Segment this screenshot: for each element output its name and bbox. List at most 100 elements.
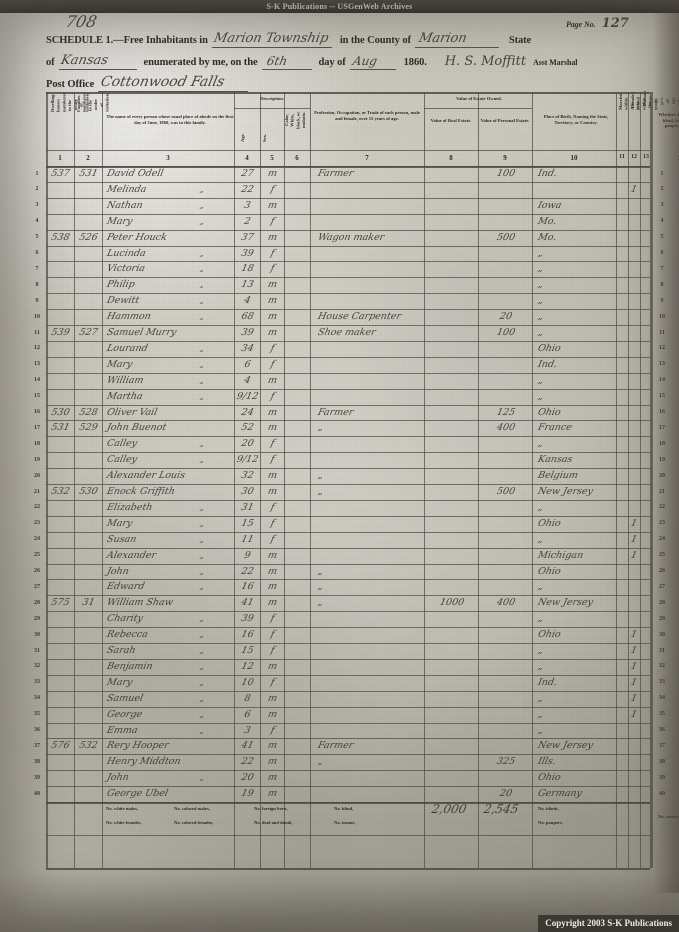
- cell-sex: m: [266, 740, 279, 752]
- cell-name-ditto: „: [199, 502, 207, 512]
- census-table: Dwelling-houses numbered in the order of…: [34, 91, 679, 892]
- cell-sex: m: [266, 581, 279, 593]
- row-number-left: 20: [34, 472, 40, 479]
- row-divider: [46, 404, 650, 406]
- cell-sex: m: [266, 756, 279, 768]
- cell-family-number: 529: [78, 422, 99, 434]
- cell-sex: m: [266, 327, 279, 338]
- day-label: day of: [318, 57, 346, 68]
- cell-sex: m: [266, 279, 279, 291]
- column-divider: [234, 92, 235, 868]
- summary-mid-divider: [46, 835, 650, 836]
- row-divider: [46, 674, 650, 676]
- column-divider: [478, 92, 479, 868]
- cell-age: 39: [240, 247, 255, 259]
- cell-sex: m: [266, 708, 279, 720]
- cell-age: 12: [240, 660, 255, 672]
- cell-birthplace: Mo.: [536, 215, 558, 227]
- cell-age: 13: [240, 279, 255, 291]
- cell-age: 15: [240, 517, 255, 529]
- cell-age: 4: [243, 295, 252, 307]
- cell-dwelling-number: 531: [50, 422, 71, 434]
- row-number-left: 4: [35, 218, 39, 225]
- cell-birthplace: „: [536, 311, 545, 323]
- col-number-6: 6: [295, 154, 299, 162]
- month-value: Aug: [351, 54, 379, 68]
- cell-person-name: Samuel Murry: [105, 327, 178, 338]
- marshal-label: Asst Marshal: [533, 58, 578, 67]
- year-label: 1860.: [403, 57, 427, 68]
- cell-person-name: Charity: [105, 613, 144, 625]
- cell-dwelling-number: 538: [50, 231, 71, 243]
- cell-birthplace: Ind.: [536, 676, 559, 688]
- row-number-left: 22: [34, 504, 40, 511]
- state-value: Kansas: [58, 53, 110, 68]
- cell-age: 31: [240, 501, 255, 513]
- cell-person-name: Samuel: [105, 692, 145, 704]
- cell-age: 4: [243, 374, 252, 386]
- cell-personal-estate: 500: [495, 231, 517, 243]
- cell-birthplace: „: [536, 692, 545, 704]
- cell-sex: f: [269, 247, 276, 259]
- cell-attended-school: 1: [629, 533, 639, 545]
- col-number-10: 10: [570, 154, 578, 162]
- cell-attended-school: 1: [629, 629, 639, 641]
- cell-person-name: Philip: [105, 279, 136, 291]
- row-divider: [46, 181, 650, 183]
- cell-age: 6: [243, 358, 252, 370]
- cell-name-ditto: „: [199, 455, 207, 465]
- of-label: of: [46, 57, 55, 68]
- cell-sex: f: [269, 183, 276, 195]
- column-divider: [424, 92, 425, 868]
- row-divider: [46, 420, 650, 422]
- cell-occupation: „: [316, 597, 325, 609]
- footer-white-females: No. white females,: [106, 820, 142, 825]
- cell-sex: f: [269, 454, 276, 466]
- cell-name-ditto: „: [199, 518, 207, 528]
- col-number-3: 3: [166, 154, 170, 162]
- column-divider: [74, 92, 75, 868]
- cell-birthplace: Ohio: [536, 629, 562, 641]
- col-header-occupation: Profession, Occupation, or Trade of each…: [314, 110, 420, 121]
- row-number-left: 30: [34, 631, 40, 638]
- row-number-left: 6: [35, 250, 39, 256]
- col-number-13: 13: [643, 154, 649, 160]
- cell-age: 9/12: [235, 454, 260, 466]
- row-divider: [46, 722, 650, 724]
- cell-birthplace: „: [536, 374, 545, 386]
- cell-birthplace: Ohio: [536, 565, 562, 577]
- row-number-left: 38: [34, 758, 40, 765]
- row-divider: [46, 706, 650, 708]
- cell-attended-school: 1: [629, 676, 639, 688]
- table-bottom-border: [46, 868, 650, 870]
- stamp-number: 708: [63, 12, 99, 31]
- cell-occupation: Farmer: [316, 740, 355, 752]
- cell-attended-school: 1: [629, 692, 639, 704]
- summary-top-border: [46, 802, 650, 804]
- cell-sex: m: [266, 788, 279, 800]
- row-divider: [46, 484, 650, 485]
- col-number-4: 4: [245, 154, 249, 162]
- cell-attended-school: 1: [629, 660, 639, 672]
- cell-sex: m: [266, 597, 279, 609]
- cell-age: 15: [240, 645, 255, 656]
- row-divider: [46, 356, 650, 358]
- cell-age: 22: [240, 756, 255, 768]
- row-number-left: 34: [34, 695, 40, 702]
- cell-sex: f: [269, 358, 276, 370]
- row-number-left: 35: [34, 711, 40, 718]
- column-divider: [284, 92, 285, 868]
- cell-person-name: Oliver Vail: [105, 406, 159, 418]
- column-divider: [532, 92, 533, 868]
- footer-deaf-dumb: No. deaf and dumb,: [254, 820, 293, 825]
- cell-person-name: Elizabeth: [105, 501, 154, 513]
- row-divider: [46, 754, 650, 756]
- row-divider: [46, 738, 650, 740]
- archive-banner-text: S-K Publications -- USGenWeb Archives: [266, 2, 413, 11]
- row-number-left: 10: [34, 313, 40, 320]
- cell-sex: m: [266, 660, 279, 672]
- cell-name-ditto: „: [199, 550, 207, 560]
- cell-sex: f: [269, 501, 276, 513]
- row-number-left: 14: [34, 377, 40, 384]
- cell-sex: m: [266, 231, 279, 243]
